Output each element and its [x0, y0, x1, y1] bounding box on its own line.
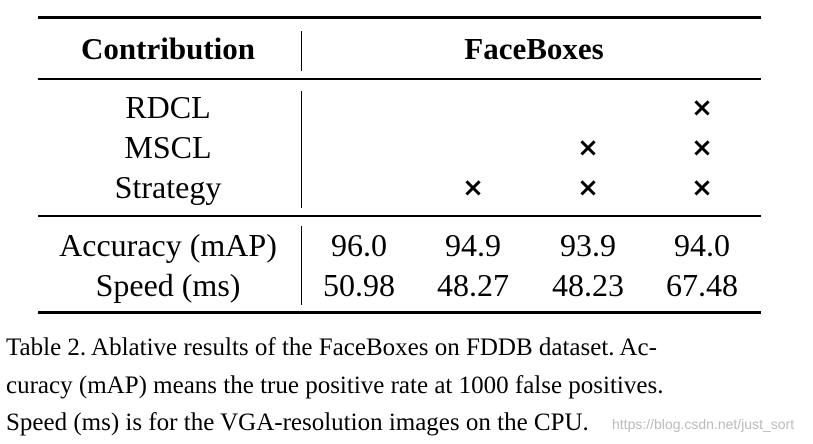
caption-line: curacy (mAP) means the true positive rat…: [6, 371, 664, 399]
table-top-rule: [38, 16, 761, 19]
cross-mark: ×: [462, 173, 484, 203]
metric-value: 48.27: [437, 267, 509, 303]
row-label: Strategy: [114, 169, 222, 205]
metric-value: 94.0: [674, 227, 730, 263]
metric-value: 96.0: [331, 227, 387, 263]
metric-value: 93.9: [560, 227, 616, 263]
metric-value: 94.9: [445, 227, 501, 263]
header-column-divider: [301, 31, 302, 71]
metric-column-divider: [301, 226, 302, 305]
cross-mark: ×: [577, 133, 599, 163]
row-label: MSCL: [124, 129, 212, 165]
row-label: Accuracy (mAP): [59, 227, 277, 263]
row-label: RDCL: [125, 89, 211, 125]
caption-line: Speed (ms) is for the VGA-resolution ima…: [6, 409, 589, 436]
header-contribution: Contribution: [81, 31, 255, 66]
row-label: Speed (ms): [95, 267, 241, 303]
cross-mark: ×: [577, 173, 599, 203]
cross-mark: ×: [691, 133, 713, 163]
table-section-rule: [38, 215, 761, 217]
metric-value: 67.48: [666, 267, 738, 303]
caption-line: Table 2. Ablative results of the FaceBox…: [6, 334, 657, 361]
table-bottom-rule: [38, 311, 761, 314]
metric-value: 48.23: [552, 267, 624, 303]
header-faceboxes: FaceBoxes: [464, 31, 604, 66]
cross-mark: ×: [691, 173, 713, 203]
table-caption: Table 2. Ablative results of the FaceBox…: [6, 329, 806, 442]
watermark: https://blog.csdn.net/just_sort: [612, 416, 795, 432]
metric-value: 50.98: [323, 267, 395, 303]
contribution-column-divider: [301, 91, 302, 208]
cross-mark: ×: [691, 93, 713, 123]
table-header-rule: [38, 78, 761, 80]
